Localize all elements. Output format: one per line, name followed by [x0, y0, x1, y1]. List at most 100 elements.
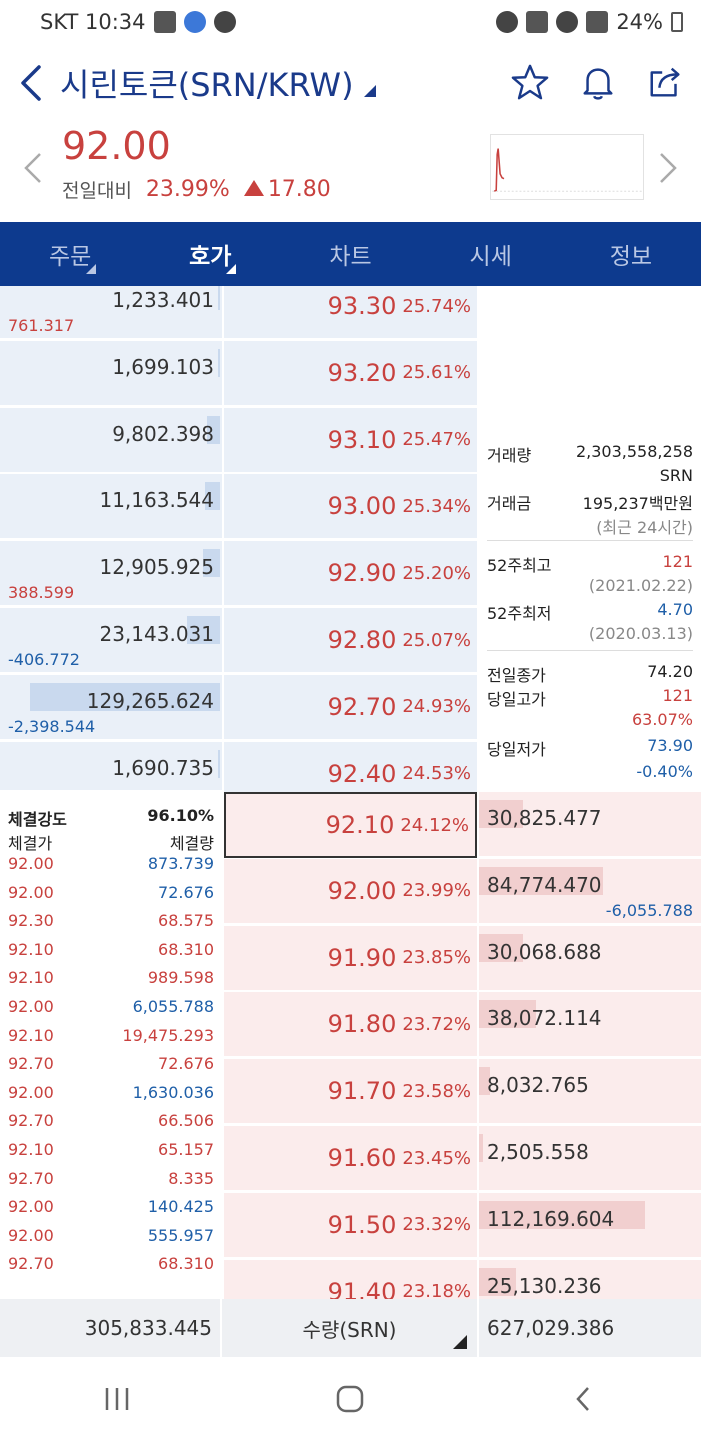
tick-qty: 873.739 — [147, 854, 214, 873]
bid-price-cell[interactable]: 92.10 24.12% — [224, 792, 477, 858]
ask-price: 92.40 — [327, 759, 397, 788]
bid-qty: 30,068.688 — [487, 939, 602, 964]
bid-qty-cell[interactable]: 25,130.236 — [479, 1259, 701, 1299]
bid-row-current[interactable]: 92.10 24.12% 30,825.477 — [0, 792, 701, 858]
bid-qty-cell[interactable]: 112,169.604 — [479, 1192, 701, 1259]
ask-qty-cell[interactable]: 23,143.031 -406.772 — [0, 608, 222, 674]
battery-icon — [671, 12, 683, 32]
ask-row[interactable]: 1,233.401 761.317 93.30 25.74% — [0, 286, 701, 340]
bid-row[interactable]: 91.70 23.58% 8,032.765 — [0, 1059, 701, 1126]
unit-selector[interactable]: 수량(SRN) — [222, 1299, 479, 1357]
ask-qty-cell[interactable]: 11,163.544 — [0, 474, 222, 541]
bid-price-cell[interactable]: 92.00 23.99% — [224, 858, 477, 925]
ask-price-cell[interactable]: 93.20 25.61% — [224, 340, 477, 407]
next-market-icon[interactable] — [653, 148, 683, 188]
tick-qty: 72.676 — [158, 1054, 214, 1074]
bid-price-cell[interactable]: 91.60 23.45% — [224, 1126, 477, 1192]
ask-qty-cell[interactable]: 129,265.624 -2,398.544 — [0, 674, 222, 741]
ask-qty-change: 388.599 — [8, 583, 75, 603]
ask-row[interactable]: 12,905.925 388.599 92.90 25.20% — [0, 541, 701, 608]
tab-quotes[interactable]: 시세 — [421, 222, 561, 286]
ask-qty-cell[interactable]: 1,699.103 — [0, 340, 222, 407]
bid-row[interactable]: 91.50 23.32% 112,169.604 — [0, 1192, 701, 1259]
tab-quotes-label: 시세 — [469, 244, 512, 270]
ask-row[interactable]: 23,143.031 -406.772 92.80 25.07% — [0, 608, 701, 674]
bid-qty-cell[interactable]: 30,825.477 — [479, 792, 701, 858]
alert-button[interactable] — [576, 60, 620, 104]
bid-price-cell[interactable]: 91.80 23.72% — [224, 992, 477, 1059]
ask-row[interactable]: 1,699.103 93.20 25.61% — [0, 340, 701, 407]
bid-volume-bar — [479, 1134, 484, 1162]
mini-price-chart[interactable] — [490, 134, 644, 200]
bid-qty-cell[interactable]: 84,774.470 -6,055.788 — [479, 858, 701, 925]
bid-row[interactable]: 91.60 23.45% 2,505.558 — [0, 1126, 701, 1192]
back-nav-button[interactable] — [554, 1369, 614, 1429]
amount-label: 거래금 — [487, 494, 532, 513]
previous-market-icon[interactable] — [18, 148, 48, 188]
tab-order-dropdown-icon — [86, 264, 97, 274]
bid-row[interactable]: 92.00 23.99% 84,774.470 -6,055.788 — [0, 858, 701, 925]
tick-row: 92.70 68.310 — [8, 1254, 214, 1282]
home-button[interactable] — [320, 1369, 380, 1429]
tick-price: 92.70 — [8, 1168, 54, 1188]
bid-price-cell[interactable]: 91.70 23.58% — [224, 1059, 477, 1126]
ask-row[interactable]: 129,265.624 -2,398.544 92.70 24.93% — [0, 674, 701, 741]
tick-row: 92.10 68.310 — [8, 940, 214, 968]
bid-qty: 112,169.604 — [487, 1206, 615, 1231]
bid-price: 91.70 — [327, 1077, 397, 1106]
ask-price-cell[interactable]: 92.70 24.93% — [224, 674, 477, 741]
tab-chart[interactable]: 차트 — [280, 222, 420, 286]
tab-info[interactable]: 정보 — [561, 222, 701, 286]
tick-qty: 66.506 — [158, 1111, 214, 1131]
ask-row[interactable]: 11,163.544 93.00 25.34% — [0, 474, 701, 541]
ask-row[interactable]: 9,802.398 93.10 25.47% — [0, 407, 701, 474]
market-title[interactable]: 시린토큰(SRN/KRW) — [60, 66, 354, 104]
bid-price: 91.90 — [327, 943, 397, 972]
bid-qty: 84,774.470 — [487, 872, 602, 897]
day-low-label: 당일저가 — [487, 740, 546, 759]
recent-apps-button[interactable] — [87, 1369, 147, 1429]
bid-qty-cell[interactable]: 2,505.558 — [479, 1126, 701, 1192]
bid-price-cell[interactable]: 91.50 23.32% — [224, 1192, 477, 1259]
back-button[interactable] — [0, 50, 60, 116]
tick-row: 92.00 6,055.788 — [8, 997, 214, 1025]
tab-order[interactable]: 주문 — [0, 222, 140, 286]
ask-qty: 1,699.103 — [112, 354, 214, 379]
bid-qty: 2,505.558 — [487, 1140, 589, 1164]
bid-row[interactable]: 91.80 23.72% 38,072.114 — [0, 992, 701, 1059]
ask-price-cell[interactable]: 93.30 25.74% — [224, 286, 477, 340]
tab-orderbook-label: 호가 — [189, 244, 232, 270]
ask-price-cell[interactable]: 93.00 25.34% — [224, 474, 477, 541]
bid-qty-cell[interactable]: 8,032.765 — [479, 1059, 701, 1126]
system-nav-bar — [0, 1357, 701, 1440]
market-dropdown-icon[interactable] — [363, 85, 376, 97]
bid-price-cell[interactable]: 91.90 23.85% — [224, 925, 477, 992]
bid-price-cell[interactable]: 91.40 23.18% — [224, 1259, 477, 1299]
bid-qty-cell[interactable]: 30,068.688 — [479, 925, 701, 992]
tab-info-label: 정보 — [609, 244, 653, 270]
ask-qty-cell[interactable]: 9,802.398 — [0, 407, 222, 474]
tab-orderbook-dropdown-icon — [226, 264, 237, 274]
ask-qty-change: 761.317 — [8, 316, 75, 335]
ask-qty-cell[interactable]: 12,905.925 388.599 — [0, 541, 222, 608]
bid-volume-bar — [479, 1000, 536, 1029]
bid-row[interactable]: 91.40 23.18% 25,130.236 — [0, 1259, 701, 1299]
bid-price-pct: 23.99% — [402, 880, 471, 902]
favorite-button[interactable] — [508, 60, 552, 104]
volume-value: 2,303,558,258 — [575, 442, 693, 461]
ask-price: 93.20 — [327, 358, 397, 387]
ask-price-pct: 24.93% — [402, 696, 471, 718]
order-book[interactable]: 1,233.401 761.317 93.30 25.74% 1,699.103 93.2… — [0, 286, 701, 1299]
share-icon — [650, 67, 680, 97]
ask-price-cell[interactable]: 92.80 25.07% — [224, 608, 477, 674]
bid-qty-cell[interactable]: 38,072.114 — [479, 992, 701, 1059]
high52-date: (2021.02.22) — [588, 576, 693, 595]
ask-qty-cell[interactable]: 1,233.401 761.317 — [0, 286, 222, 340]
share-button[interactable] — [644, 60, 688, 104]
ask-price-cell[interactable]: 93.10 25.47% — [224, 407, 477, 474]
ask-price-cell[interactable]: 92.90 25.20% — [224, 541, 477, 608]
home-icon — [337, 1385, 364, 1412]
tab-orderbook[interactable]: 호가 — [140, 222, 280, 286]
bid-row[interactable]: 91.90 23.85% 30,068.688 — [0, 925, 701, 992]
bid-total: 627,029.386 — [487, 1316, 615, 1340]
